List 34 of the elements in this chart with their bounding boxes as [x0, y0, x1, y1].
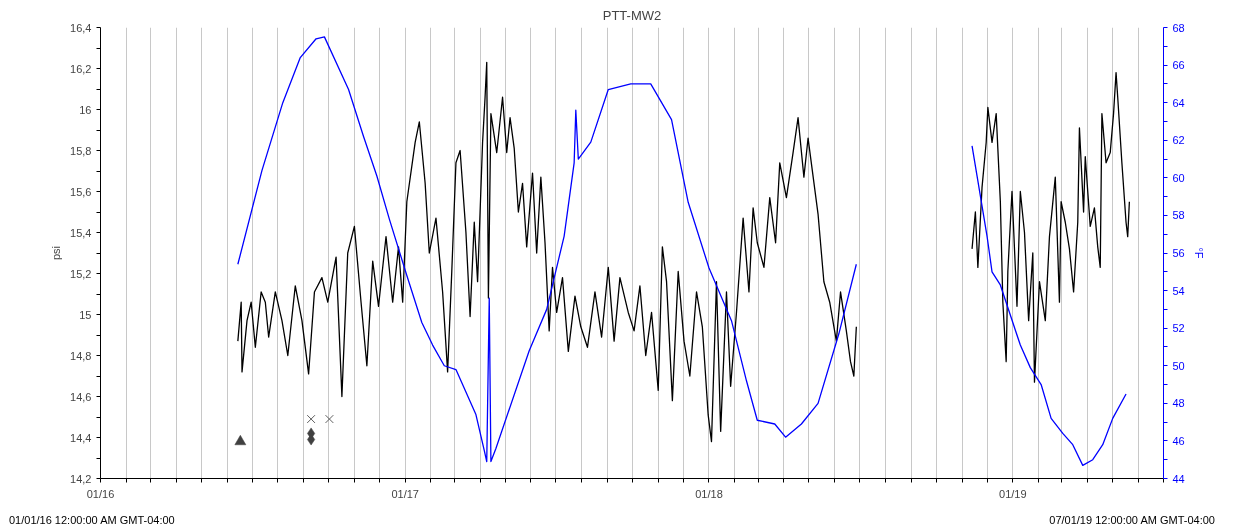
y-tick-label: 14,6	[70, 390, 92, 403]
y2-tick-label: 54	[1172, 284, 1185, 297]
y2-tick-label: 52	[1172, 322, 1185, 335]
x-tick-label: 01/19	[999, 487, 1027, 500]
y2-tick-label: 44	[1172, 472, 1185, 485]
y-tick-label: 15	[79, 308, 92, 321]
y-tick-label: 14,8	[70, 349, 92, 362]
x-tick-label: 01/16	[86, 487, 115, 500]
y2-tick-label: 46	[1172, 434, 1185, 447]
y-tick-label: 15,6	[70, 185, 92, 198]
y2-tick-label: 66	[1172, 59, 1185, 72]
y-tick-label: 14,4	[70, 431, 92, 444]
chart-title: PTT-MW2	[602, 7, 662, 23]
y2-tick-label: 50	[1172, 359, 1185, 372]
y2-axis-title: °F	[1192, 247, 1205, 259]
text: 07/01/19 12:00:00 AM GMT-04:00	[1049, 513, 1215, 528]
y2-tick-label: 56	[1172, 247, 1185, 259]
y2-tick-label: 64	[1172, 96, 1185, 109]
y-tick-label: 15,2	[70, 267, 92, 280]
y2-tick-label: 68	[1172, 21, 1185, 34]
y-tick-label: 16,4	[70, 21, 92, 34]
y2-tick-label: 58	[1172, 209, 1185, 222]
x-tick-label: 01/17	[391, 487, 419, 500]
y-axis-title: psi	[50, 245, 63, 261]
y-tick-label: 16,2	[70, 62, 92, 75]
y2-tick-label: 48	[1172, 397, 1185, 410]
y-tick-label: 14,2	[70, 472, 92, 485]
y-tick-label: 16	[79, 103, 92, 116]
y-tick-label: 15,8	[70, 144, 92, 157]
text: 01/01/16 12:00:00 AM GMT-04:00	[9, 513, 175, 528]
x-tick-label: 01/18	[695, 487, 723, 500]
y-tick-label: 15,4	[70, 226, 92, 239]
y2-tick-label: 60	[1172, 171, 1185, 184]
y2-tick-label: 62	[1172, 134, 1185, 147]
